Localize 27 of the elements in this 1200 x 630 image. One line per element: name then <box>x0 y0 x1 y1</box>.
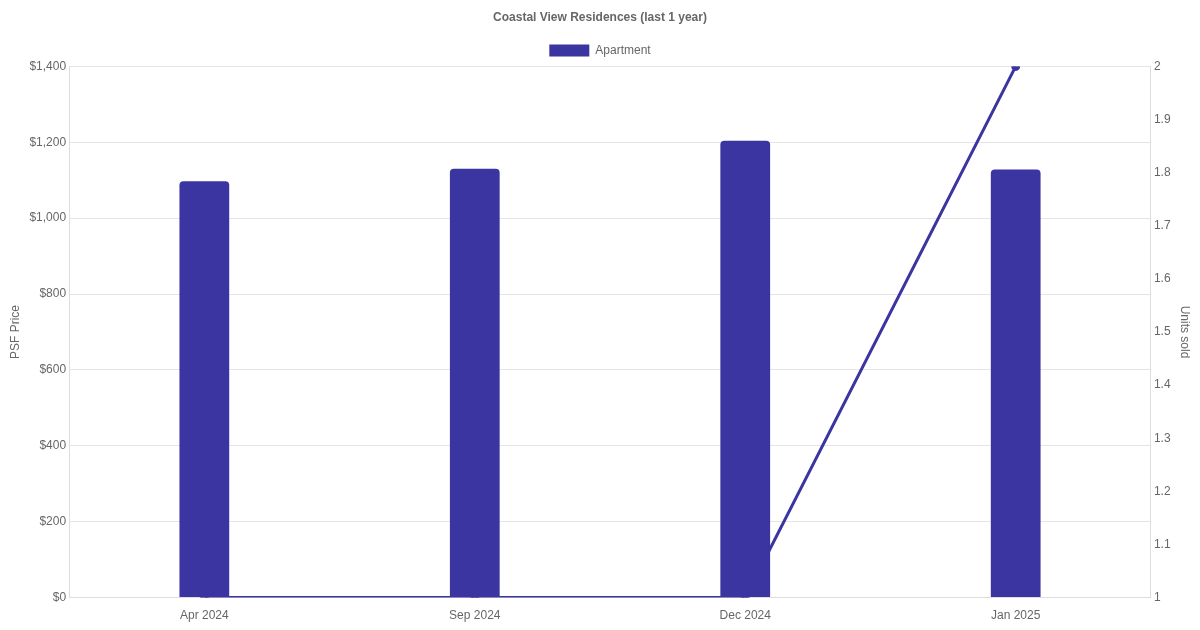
y-tick-label: $1,000 <box>29 210 67 225</box>
x-tick-label: Jan 2025 <box>991 608 1041 623</box>
legend-label: Apartment <box>595 42 652 57</box>
y-axis-title: PSF Price <box>7 304 22 360</box>
y2-axis-title: Units sold <box>1178 305 1193 359</box>
x-tick-label: Sep 2024 <box>449 608 501 623</box>
y2-tick-label: 2 <box>1153 58 1161 73</box>
y2-tick-label: 1 <box>1153 589 1161 604</box>
chart-title: Coastal View Residences (last 1 year) <box>493 9 707 24</box>
x-tick-label: Dec 2024 <box>719 608 772 623</box>
y2-tick-label: 1.1 <box>1153 536 1171 551</box>
x-tick-label: Apr 2024 <box>179 608 230 623</box>
y2-tick-label: 1.9 <box>1153 111 1171 126</box>
y-tick-label: $1,200 <box>29 134 67 149</box>
y-tick-label: $1,400 <box>29 58 67 73</box>
y-tick-label: $0 <box>52 589 67 604</box>
y2-tick-label: 1.5 <box>1153 324 1171 339</box>
y-tick-label: $800 <box>39 286 67 301</box>
y2-tick-label: 1.3 <box>1153 430 1171 445</box>
y-tick-label: $200 <box>39 514 67 529</box>
y2-tick-label: 1.4 <box>1153 377 1171 392</box>
y-tick-label: $400 <box>39 438 67 453</box>
y2-tick-label: 1.8 <box>1153 164 1171 179</box>
y2-tick-label: 1.6 <box>1153 271 1171 286</box>
y2-tick-label: 1.2 <box>1153 483 1171 498</box>
y2-tick-label: 1.7 <box>1153 218 1171 233</box>
y-tick-label: $600 <box>39 362 67 377</box>
